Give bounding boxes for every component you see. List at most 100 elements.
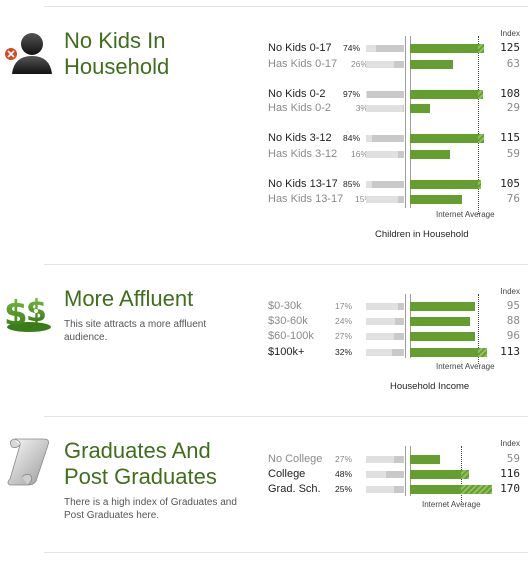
- index-bar: [410, 455, 440, 464]
- index-bar: [410, 134, 478, 143]
- axis-line: [410, 36, 411, 208]
- index-bar: [410, 302, 475, 311]
- row-label: No Kids 3-12: [268, 132, 332, 144]
- section-description: This site attracts a more affluent audie…: [64, 319, 207, 343]
- index-bar-over-average: [478, 90, 483, 99]
- row-index-value: 88: [506, 314, 520, 327]
- index-bar: [410, 348, 478, 357]
- internet-average-label: Internet Average: [436, 362, 495, 371]
- row-percent: 32%: [334, 347, 352, 357]
- chart-row: No Kids 13-17 85% 105: [268, 178, 528, 191]
- row-label: Has Kids 0-2: [268, 102, 331, 114]
- row-percent: 27%: [334, 454, 352, 464]
- chart-row: No Kids 3-12 84% 115: [268, 131, 528, 145]
- index-bar-over-average: [478, 348, 487, 357]
- index-bar: [410, 90, 478, 99]
- index-bar: [410, 104, 430, 113]
- axis-line: [405, 446, 406, 496]
- percent-bar: [372, 135, 404, 142]
- percent-bar: [372, 181, 404, 188]
- row-label: No Kids 0-2: [268, 88, 326, 100]
- percent-bar-track: [366, 486, 404, 493]
- row-index-value: 116: [500, 467, 520, 480]
- row-label: $0-30k: [268, 300, 302, 312]
- percent-bar: [386, 471, 404, 478]
- section-divider: [44, 264, 528, 265]
- axis-line: [405, 294, 406, 358]
- index-bar: [410, 485, 461, 494]
- index-bar: [410, 44, 478, 53]
- row-percent: 26%: [350, 59, 368, 69]
- row-index-value: 96: [506, 329, 520, 342]
- chart-row: No Kids 0-17 74% 125: [268, 41, 528, 55]
- chart-row: $30-60k 24% 88: [268, 314, 528, 328]
- row-index-value: 125: [500, 41, 520, 54]
- percent-bar-track: [366, 471, 404, 478]
- index-header: Index: [500, 287, 520, 296]
- index-header: Index: [500, 29, 520, 38]
- top-divider: [44, 6, 528, 7]
- row-index-value: 59: [506, 147, 520, 160]
- chart-row: Has Kids 0-2 3% 29: [268, 101, 528, 115]
- chart-row: $100k+ 32% 113: [268, 346, 528, 359]
- chart-row: College 48% 116: [268, 467, 528, 481]
- row-percent: 15%: [354, 194, 372, 204]
- percent-bar-track: [366, 196, 404, 203]
- row-label: $60-100k: [268, 330, 314, 342]
- row-percent: 24%: [334, 316, 352, 326]
- percent-bar: [398, 303, 404, 310]
- percent-bar: [394, 486, 404, 493]
- index-bar: [410, 470, 461, 479]
- row-percent: 3%: [355, 103, 368, 113]
- row-percent: 17%: [334, 301, 352, 311]
- axis-line: [405, 36, 406, 208]
- chart-title: Children in Household: [375, 229, 469, 240]
- section-divider: [44, 416, 528, 417]
- row-percent: 84%: [342, 133, 360, 143]
- row-percent: 74%: [342, 43, 360, 53]
- percent-bar: [398, 196, 404, 203]
- money-dollar-icon: $ $: [2, 285, 56, 334]
- axis-line: [410, 294, 411, 358]
- household-income-chart: Index $0-30k 17% 95 $30-60k 24% 88 $60-100k 27%…: [268, 0, 528, 400]
- percent-bar: [394, 333, 404, 340]
- percent-bar-track: [366, 349, 404, 356]
- percent-bar: [403, 105, 404, 112]
- row-label: Has Kids 13-17: [268, 193, 344, 205]
- row-label: College: [268, 468, 306, 480]
- row-index-value: 63: [506, 57, 520, 70]
- row-index-value: 108: [500, 87, 520, 100]
- row-label: Has Kids 0-17: [268, 58, 338, 70]
- row-index-value: 115: [500, 131, 520, 144]
- row-index-value: 59: [506, 452, 520, 465]
- percent-bar: [394, 456, 404, 463]
- row-percent: 25%: [334, 484, 352, 494]
- percent-bar-track: [366, 303, 404, 310]
- diploma-scroll-icon: [6, 435, 52, 487]
- svg-text:$: $: [4, 294, 28, 333]
- section-description: There is a high index of Graduates and P…: [64, 497, 237, 521]
- percent-bar: [398, 151, 404, 158]
- percent-bar-track: [366, 105, 404, 112]
- index-bar-over-average: [478, 44, 484, 53]
- row-index-value: 29: [506, 101, 520, 114]
- bottom-divider: [44, 552, 528, 553]
- internet-average-label: Internet Average: [436, 210, 495, 219]
- percent-bar-track: [366, 318, 404, 325]
- index-bar: [410, 332, 475, 341]
- row-label: $100k+: [268, 346, 305, 358]
- row-percent: 16%: [350, 149, 368, 159]
- percent-bar-track: [366, 151, 404, 158]
- row-label: No Kids 0-17: [268, 42, 332, 54]
- row-index-value: 95: [506, 299, 520, 312]
- chart-row: Grad. Sch. 25% 170: [268, 482, 528, 496]
- row-label: Has Kids 3-12: [268, 148, 338, 160]
- section-title: More Affluent: [64, 286, 194, 311]
- row-index-value: 170: [500, 482, 520, 495]
- row-label: No Kids 13-17: [268, 178, 338, 190]
- chart-row: Has Kids 13-17 15% 76: [268, 193, 528, 206]
- percent-bar: [367, 91, 404, 98]
- row-label: $30-60k: [268, 315, 308, 327]
- chart-row: Has Kids 0-17 26% 63: [268, 57, 528, 71]
- chart-row: $0-30k 17% 95: [268, 299, 528, 313]
